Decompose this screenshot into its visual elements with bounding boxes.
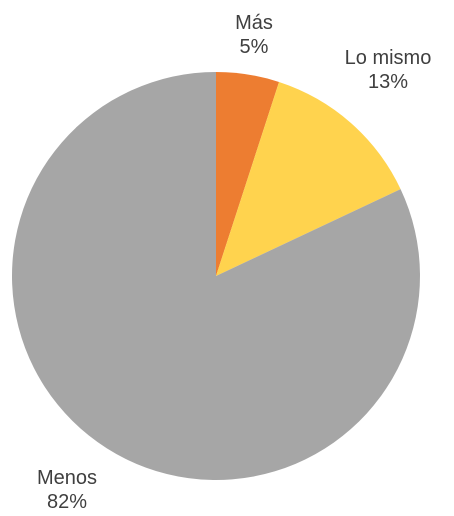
slice-label-menos: Menos 82% [22,466,112,514]
slice-percent-lo-mismo: 13% [367,71,409,93]
slice-name-lo-mismo: Lo mismo [344,47,432,69]
slice-percent-mas: 5% [239,36,269,58]
pie-slice-menos [11,72,420,481]
pie-slice-más [216,72,280,276]
slice-percent-menos: 82% [46,491,88,513]
slice-name-mas: Más [235,12,273,34]
slice-label-mas: Más 5% [224,11,284,59]
slice-label-lo-mismo: Lo mismo 13% [333,46,443,94]
slice-name-menos: Menos [36,467,98,489]
pie-slice-lo-mismo [216,81,401,276]
